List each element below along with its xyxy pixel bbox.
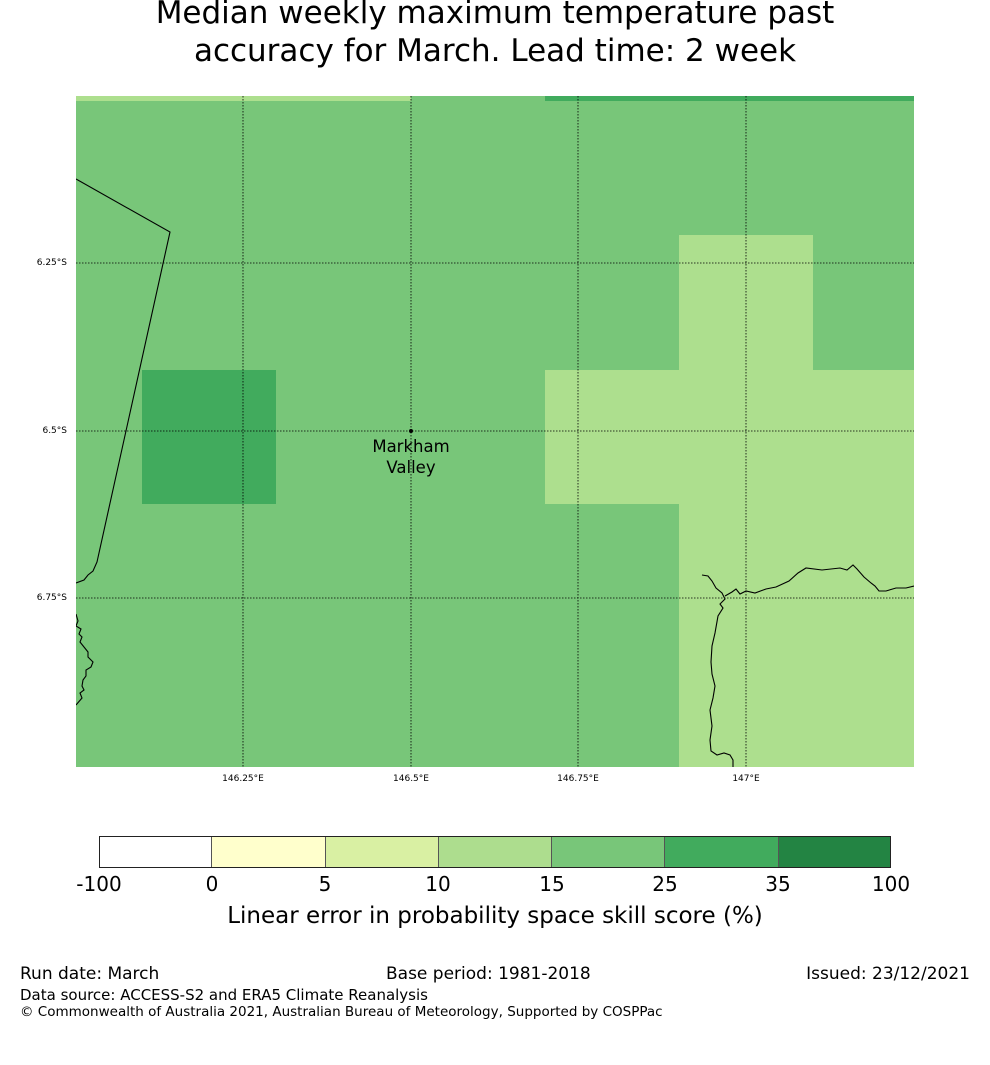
issued-date: Issued: 23/12/2021 bbox=[806, 964, 970, 984]
lat-label: 6.5°S bbox=[42, 426, 67, 436]
base-period: Base period: 1981-2018 bbox=[386, 964, 591, 984]
colorbar-tick: 0 bbox=[205, 872, 219, 896]
gridlines bbox=[76, 96, 914, 767]
colorbar-segment bbox=[665, 836, 779, 868]
map-cell-10-15-region bbox=[545, 235, 914, 767]
left-coastline bbox=[76, 613, 94, 706]
colorbar-segment bbox=[325, 836, 439, 868]
lat-label: 6.75°S bbox=[36, 593, 67, 603]
map-title-line2: accuracy for March. Lead time: 2 week bbox=[193, 33, 797, 69]
markham-valley-marker bbox=[409, 429, 413, 433]
copyright: © Commonwealth of Australia 2021, Austra… bbox=[20, 1004, 663, 1020]
colorbar-tick: 5 bbox=[318, 872, 332, 896]
river-coastline bbox=[701, 574, 734, 767]
colorbar-tick: 15 bbox=[539, 872, 565, 896]
data-source: Data source: ACCESS-S2 and ERA5 Climate … bbox=[20, 986, 428, 1004]
map-title-line1: Median weekly maximum temperature past bbox=[155, 0, 835, 31]
colorbar-segment bbox=[778, 836, 891, 868]
run-date: Run date: March bbox=[20, 964, 160, 984]
colorbar-label: Linear error in probability space skill … bbox=[227, 903, 763, 929]
colorbar-tick: 35 bbox=[765, 872, 791, 896]
lon-label: 146.25°E bbox=[222, 774, 264, 784]
place-label-markham-valley: Markham Valley bbox=[341, 436, 481, 478]
lat-label: 6.25°S bbox=[36, 258, 67, 268]
map-cell-10-15-top-strip bbox=[76, 96, 411, 101]
skill-score-map bbox=[76, 96, 914, 767]
map-title: Median weekly maximum temperature past a… bbox=[0, 0, 990, 70]
east-coastline bbox=[724, 564, 914, 597]
colorbar-segment bbox=[552, 836, 666, 868]
lon-label: 146.5°E bbox=[393, 774, 429, 784]
lon-label: 146.75°E bbox=[557, 774, 599, 784]
colorbar-tick: 25 bbox=[652, 872, 678, 896]
place-label-line1: Markham bbox=[372, 437, 450, 456]
colorbar-tick: -100 bbox=[76, 872, 122, 896]
colorbar-segment bbox=[99, 836, 213, 868]
map-cell-25-35-top-strip bbox=[545, 96, 914, 101]
place-label-line2: Valley bbox=[386, 458, 436, 477]
map-cell-25-35-block bbox=[142, 370, 276, 504]
colorbar-tick: 10 bbox=[425, 872, 451, 896]
colorbar bbox=[99, 836, 891, 868]
lon-label: 147°E bbox=[732, 774, 760, 784]
province-boundary bbox=[76, 178, 171, 584]
colorbar-segment bbox=[212, 836, 326, 868]
colorbar-segment bbox=[438, 836, 553, 868]
colorbar-tick: 100 bbox=[871, 872, 911, 896]
